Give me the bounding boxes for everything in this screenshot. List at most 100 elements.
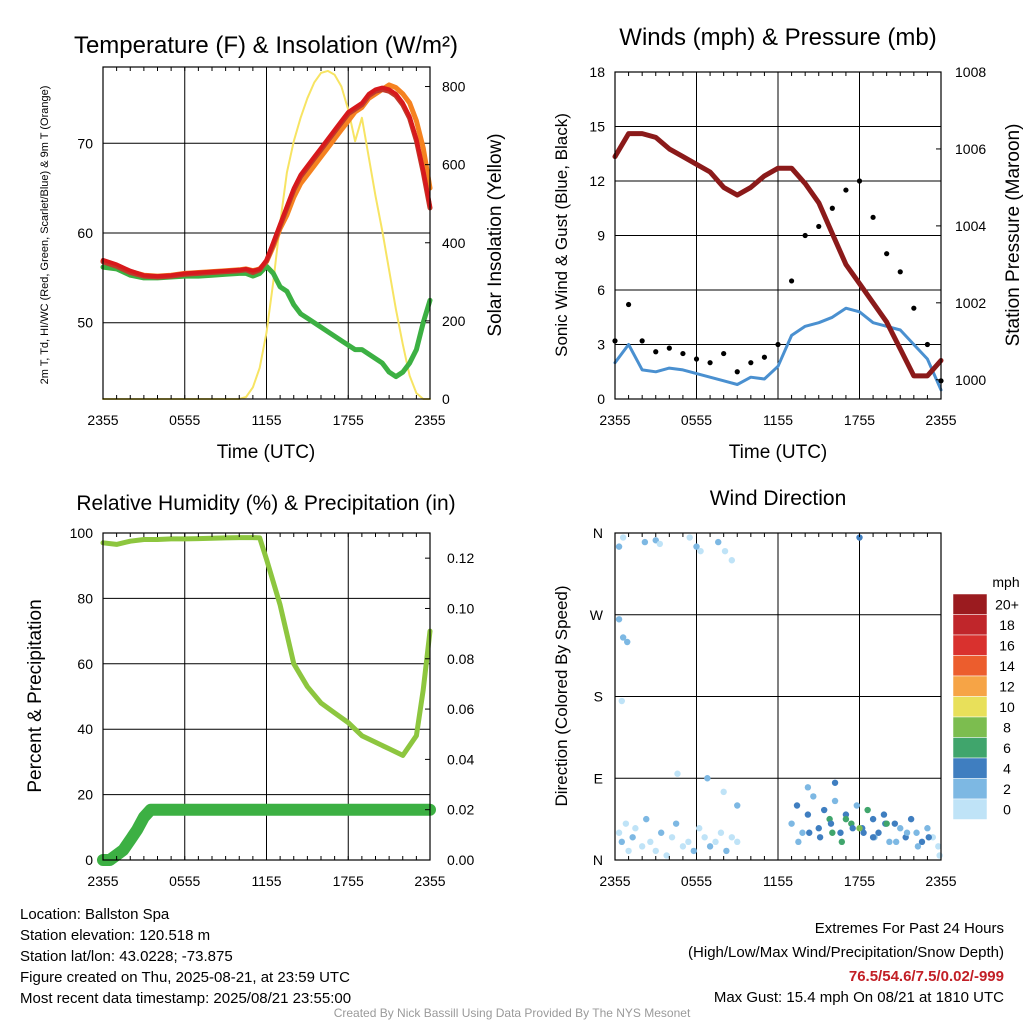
wind-direction-point [720,788,727,796]
legend-swatch [952,778,988,800]
y2-tick-label: 1004 [955,218,986,234]
wind-direction-point [869,815,877,823]
x-tick-label: 1755 [844,412,875,428]
wind-direction-point [875,829,882,836]
plot-frame [614,71,942,400]
wind-direction-point [663,852,670,859]
y-tick-label: E [594,770,603,786]
wind-direction-point [925,834,932,841]
wind-direction-point [657,829,665,836]
gust-point [693,356,700,362]
wind-direction-point [656,540,664,548]
legend-label: 16 [999,637,1015,653]
plot-frame [102,66,431,400]
y-tick-label: 0 [597,391,605,407]
x-tick-label: 1755 [333,412,364,428]
y2-tick-label: 0.10 [447,600,474,616]
wind-direction-point [668,834,676,841]
y2-tick-label: 1008 [955,64,986,80]
y-tick-label: N [593,852,603,868]
wind-direction-point [924,825,931,832]
y-tick-label: 3 [597,337,605,353]
wind-direction-point [838,838,846,846]
y2-tick-label: 400 [442,235,466,251]
temperature-line [101,85,432,279]
x-tick-label: 1155 [763,412,793,428]
y2-tick-label: 0.02 [447,802,474,818]
gust-point [707,360,713,366]
wind-direction-point [685,838,692,846]
y-tick-label: 50 [77,315,93,331]
x-tick-label: 0555 [169,412,200,428]
x-tick-label: 2355 [599,412,630,428]
wind-direction-point [723,847,730,855]
x-tick-label: 2355 [925,873,956,889]
wind-direction-point [816,834,824,841]
y-tick-label: 15 [589,119,605,135]
wind-direction-point [837,829,844,836]
wind-direction-point [696,825,703,832]
wind-direction-point [712,838,719,846]
x-tick-label: 2355 [414,873,445,889]
x-tick-label: 2355 [925,412,956,428]
gust-point [829,205,835,211]
wind-direction-point [831,779,839,786]
wind-direction-point [891,820,899,827]
wind-direction-point [615,543,623,550]
wind-direction-point [717,829,725,836]
wind-direction-point [897,825,904,832]
legend-swatch [952,737,988,759]
relative-humidity-line [100,535,433,758]
wind-direction-point [804,811,812,818]
wind-direction-point [864,806,871,814]
y-tick-label: W [590,607,604,623]
legend-swatch [952,696,988,718]
wind-direction-point [622,820,630,827]
y2-tick-label: 0 [442,391,450,407]
recent-data-text: Most recent data timestamp: 2025/08/21 2… [20,990,352,1007]
legend-label: 6 [1003,740,1011,756]
wind-direction-point [914,843,922,850]
y-tick-label: 40 [77,721,93,737]
legend-label: 2 [1003,781,1011,797]
x-tick-label: 1755 [333,873,364,889]
winds-left-ylabel: Sonic Wind & Gust (Blue, Black) [552,113,571,357]
temperature-panel: Temperature (F) & Insolation (W/m²) Time… [39,32,506,463]
station-info: Location: Ballston Spa Station elevation… [20,904,351,1009]
gust-point [639,338,645,344]
y2-tick-label: 1000 [955,372,986,388]
wind-direction-point [849,825,856,832]
legend-label: 8 [1003,719,1011,735]
x-tick-label: 2355 [599,873,630,889]
wind-direction-point [892,838,900,846]
legend-swatch [952,655,988,677]
gust-point [884,251,890,257]
wind-direction-point [615,616,623,623]
wind-direction-point [693,543,700,550]
wind-direction-point [704,775,711,782]
created-text: Figure created on Thu, 2025-08-21, at 23… [20,969,350,986]
y2-tick-label: 1002 [955,295,986,311]
wind-direction-point [679,843,687,850]
legend-swatch [952,798,988,820]
wind-direction-point [860,829,867,836]
wind-direction-point [618,697,625,705]
humidity-left-ylabel: Percent & Precipitation [25,599,46,792]
temperature-xlabel: Time (UTC) [217,442,316,463]
wind-direction-ylabel: Direction (Colored By Speed) [552,585,571,806]
gust-point [788,278,795,284]
legend-label: 18 [999,617,1015,633]
wind-direction-point [706,843,714,850]
y-tick-label: 0 [85,852,93,868]
wind-direction-point [880,811,888,818]
y-tick-label: 70 [77,135,93,151]
humidity-panel: Relative Humidity (%) & Precipitation (i… [25,492,474,889]
y-tick-label: 12 [589,173,605,189]
wind-direction-point [672,820,680,827]
y2-tick-label: 0.12 [447,550,474,566]
x-tick-label: 0555 [681,873,712,889]
wind-direction-point [886,838,893,846]
wind-direction-point [715,538,722,546]
y2-tick-label: 800 [442,79,466,95]
x-tick-label: 1155 [251,873,281,889]
